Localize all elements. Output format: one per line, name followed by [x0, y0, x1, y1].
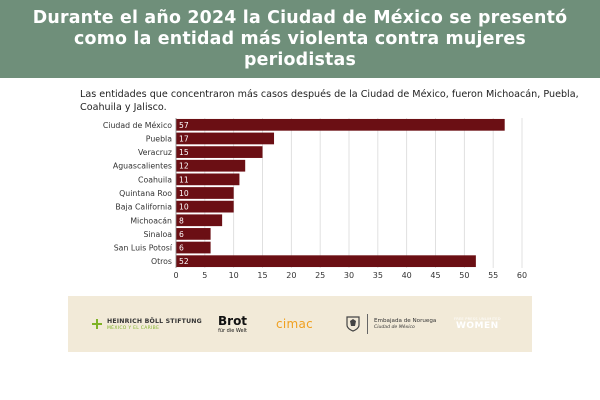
category-label: Quintana Roo — [119, 189, 172, 198]
sponsor-footer: HEINRICH BÖLL STIFTUNG MÉXICO Y EL CARIB… — [68, 296, 532, 352]
cimac-logo: cimac — [276, 296, 313, 352]
x-tick-label: 50 — [459, 271, 469, 280]
brot-logo: Brot für die Welt — [218, 296, 247, 352]
x-tick-label: 30 — [344, 271, 354, 280]
bar — [176, 241, 211, 254]
bar-chart: 0 5 10 15 20 25 30 35 40 45 50 55 60 Ciudad de México… — [103, 118, 527, 280]
x-tick-label: 60 — [517, 271, 527, 280]
x-tick-label: 0 — [173, 271, 178, 280]
chart-subtitle: Las entidades que concentraron más casos… — [80, 89, 579, 113]
bar — [176, 146, 263, 158]
brot-name: Brot — [218, 313, 248, 328]
data-label: 10 — [179, 189, 189, 198]
header-title: Durante el año 2024 la Ciudad de México … — [32, 7, 568, 70]
chart-area: 0 5 10 15 20 25 30 35 40 45 50 55 60 Ciudad de México… — [103, 118, 527, 280]
data-label: 11 — [179, 175, 189, 184]
norway-name: Embajada de Noruega — [374, 318, 437, 324]
bar — [176, 118, 505, 131]
data-label: 6 — [179, 244, 184, 253]
data-label: 12 — [179, 162, 189, 171]
category-label: Ciudad de México — [103, 121, 172, 130]
bar — [176, 200, 234, 213]
bar — [176, 255, 476, 268]
data-label: 6 — [179, 230, 184, 239]
category-label: San Luis Potosí — [114, 244, 173, 253]
bar — [176, 214, 223, 227]
cimac-name: cimac — [276, 317, 314, 331]
hbs-name: HEINRICH BÖLL STIFTUNG — [107, 317, 202, 325]
data-label: 17 — [179, 134, 189, 143]
heinrich-boll-logo: HEINRICH BÖLL STIFTUNG MÉXICO Y EL CARIB… — [92, 296, 202, 352]
x-tick-label: 45 — [430, 271, 440, 280]
category-label: Otros — [151, 257, 172, 266]
hbs-plus-icon — [92, 319, 102, 329]
bar — [176, 173, 240, 186]
data-label: 57 — [179, 121, 189, 130]
category-label: Michoacán — [130, 216, 172, 225]
data-label: 15 — [179, 148, 189, 157]
bar — [176, 187, 234, 199]
data-label: 10 — [179, 203, 189, 212]
category-label: Sinaloa — [143, 230, 172, 239]
x-tick-label: 10 — [229, 271, 239, 280]
header-banner: Durante el año 2024 la Ciudad de México … — [0, 0, 600, 78]
category-label: Veracruz — [138, 148, 172, 157]
x-tick-label: 55 — [488, 271, 498, 280]
norway-separator — [367, 314, 368, 334]
norway-subtitle: Ciudad de México — [374, 325, 415, 330]
category-label: Baja California — [115, 203, 172, 212]
bar — [176, 132, 275, 145]
x-tick-label: 20 — [286, 271, 296, 280]
category-label: Aguascalientes — [113, 162, 172, 171]
free-press-women-logo: FREE PRESS UNLIMITED WOMEN — [454, 296, 501, 352]
data-label: 8 — [179, 216, 184, 225]
x-tick-label: 40 — [402, 271, 412, 280]
women-top: FREE PRESS UNLIMITED — [454, 317, 501, 321]
data-label: 52 — [179, 257, 189, 266]
x-tick-label: 25 — [315, 271, 325, 280]
norway-crest-icon — [346, 316, 360, 332]
norway-embassy-logo: Embajada de Noruega Ciudad de México — [346, 296, 436, 352]
bar — [176, 159, 246, 172]
x-tick-label: 15 — [257, 271, 267, 280]
hbs-subtitle: MÉXICO Y EL CARIBE — [107, 325, 160, 331]
brot-subtitle: für die Welt — [218, 327, 247, 334]
x-tick-label: 5 — [202, 271, 207, 280]
x-tick-label: 35 — [373, 271, 383, 280]
category-label: Coahuila — [138, 175, 172, 184]
women-name: WOMEN — [455, 321, 499, 331]
bar — [176, 228, 211, 240]
category-label: Puebla — [146, 134, 172, 143]
